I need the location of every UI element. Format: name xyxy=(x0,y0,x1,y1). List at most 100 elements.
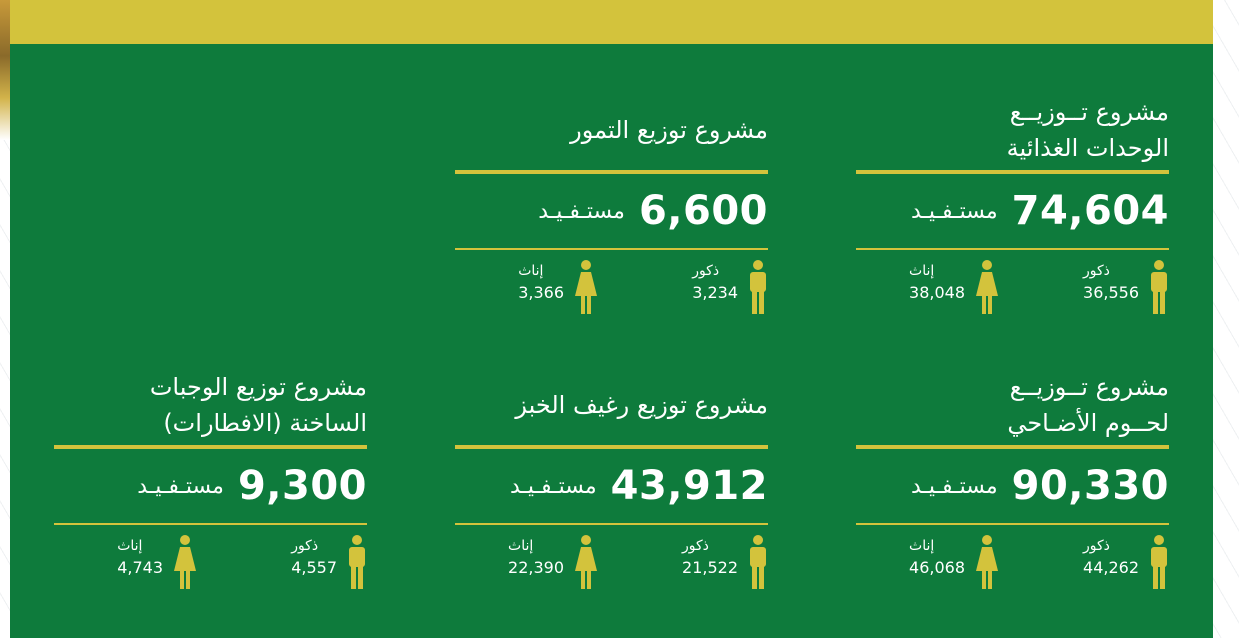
page: مشروع تــوزيــعالوحدات الغذائية74,604مست… xyxy=(0,0,1239,638)
gender-row: ذكور21,522 إناث22,390 xyxy=(455,525,768,593)
count-row: 74,604 مستـفـيـد xyxy=(856,174,1169,248)
male-icon xyxy=(748,535,768,593)
female-label: إناث xyxy=(518,260,564,282)
beneficiary-label: مستـفـيـد xyxy=(911,474,998,499)
female-value: 46,068 xyxy=(909,557,965,579)
card-title: مشروع توزيع رغيف الخبز xyxy=(455,365,768,445)
male-text: ذكور44,262 xyxy=(1083,535,1139,579)
count-row: 6,600 مستـفـيـد xyxy=(455,174,768,248)
male-label: ذكور xyxy=(291,535,337,557)
female-label: إناث xyxy=(909,535,965,557)
female-value: 4,743 xyxy=(117,557,163,579)
female-figure xyxy=(574,260,598,314)
title-line: مشروع تــوزيــع xyxy=(856,94,1169,130)
count-row: 43,912 مستـفـيـد xyxy=(455,449,768,523)
male-figure xyxy=(748,260,768,314)
title-line: الوحدات الغذائية xyxy=(856,130,1169,166)
title-line: مشروع توزيع التمور xyxy=(455,112,768,148)
female-icon xyxy=(975,535,999,593)
project-card: مشروع تــوزيــعلحــوم الأضـاحي 90,330 مستـ… xyxy=(856,365,1169,593)
male-value: 3,234 xyxy=(692,282,738,304)
male-value: 4,557 xyxy=(291,557,337,579)
male-label: ذكور xyxy=(1083,260,1139,282)
female-figure xyxy=(173,535,197,589)
beneficiary-count: 9,300 xyxy=(238,463,367,509)
beneficiary-count: 90,330 xyxy=(1012,463,1169,509)
female-label: إناث xyxy=(909,260,965,282)
female-icon xyxy=(173,535,197,593)
count-row: 9,300 مستـفـيـد xyxy=(54,449,367,523)
beneficiary-label: مستـفـيـد xyxy=(538,199,625,224)
count-row: 90,330 مستـفـيـد xyxy=(856,449,1169,523)
title-line: مشروع توزيع رغيف الخبز xyxy=(455,387,768,423)
beneficiary-count: 74,604 xyxy=(1012,188,1169,234)
card-title: مشروع تــوزيــعالوحدات الغذائية xyxy=(856,90,1169,170)
male-icon xyxy=(1149,535,1169,593)
female-figure xyxy=(975,260,999,314)
card-title: مشروع توزيع التمور xyxy=(455,90,768,170)
female-icon xyxy=(975,260,999,318)
beneficiary-label: مستـفـيـد xyxy=(911,199,998,224)
male-figure xyxy=(748,535,768,589)
beneficiary-count: 43,912 xyxy=(611,463,768,509)
female-value: 3,366 xyxy=(518,282,564,304)
male-value: 36,556 xyxy=(1083,282,1139,304)
female-figure xyxy=(975,535,999,589)
male-figure xyxy=(347,535,367,589)
male-label: ذكور xyxy=(692,260,738,282)
top-bar xyxy=(10,0,1213,44)
male-figure xyxy=(1149,260,1169,314)
female-value: 22,390 xyxy=(508,557,564,579)
female-icon xyxy=(574,260,598,318)
beneficiary-count: 6,600 xyxy=(639,188,768,234)
beneficiary-label: مستـفـيـد xyxy=(510,474,597,499)
male-label: ذكور xyxy=(1083,535,1139,557)
male-value: 44,262 xyxy=(1083,557,1139,579)
beneficiary-label: مستـفـيـد xyxy=(137,474,224,499)
female-label: إناث xyxy=(508,535,564,557)
title-line: مشروع تــوزيــع xyxy=(856,369,1169,405)
male-figure xyxy=(1149,535,1169,589)
male-value: 21,522 xyxy=(682,557,738,579)
female-value: 38,048 xyxy=(909,282,965,304)
project-card: مشروع توزيع رغيف الخبز 43,912 مستـفـيـد ذكو… xyxy=(455,365,768,593)
female-icon xyxy=(574,535,598,593)
male-icon xyxy=(347,535,367,593)
title-line: الساخنة (الافطارات) xyxy=(54,405,367,441)
title-line: مشروع توزيع الوجبات xyxy=(54,369,367,405)
title-line: لحــوم الأضـاحي xyxy=(856,405,1169,441)
female-label: إناث xyxy=(117,535,163,557)
male-label: ذكور xyxy=(682,535,738,557)
female-figure xyxy=(574,535,598,589)
male-icon xyxy=(748,260,768,318)
